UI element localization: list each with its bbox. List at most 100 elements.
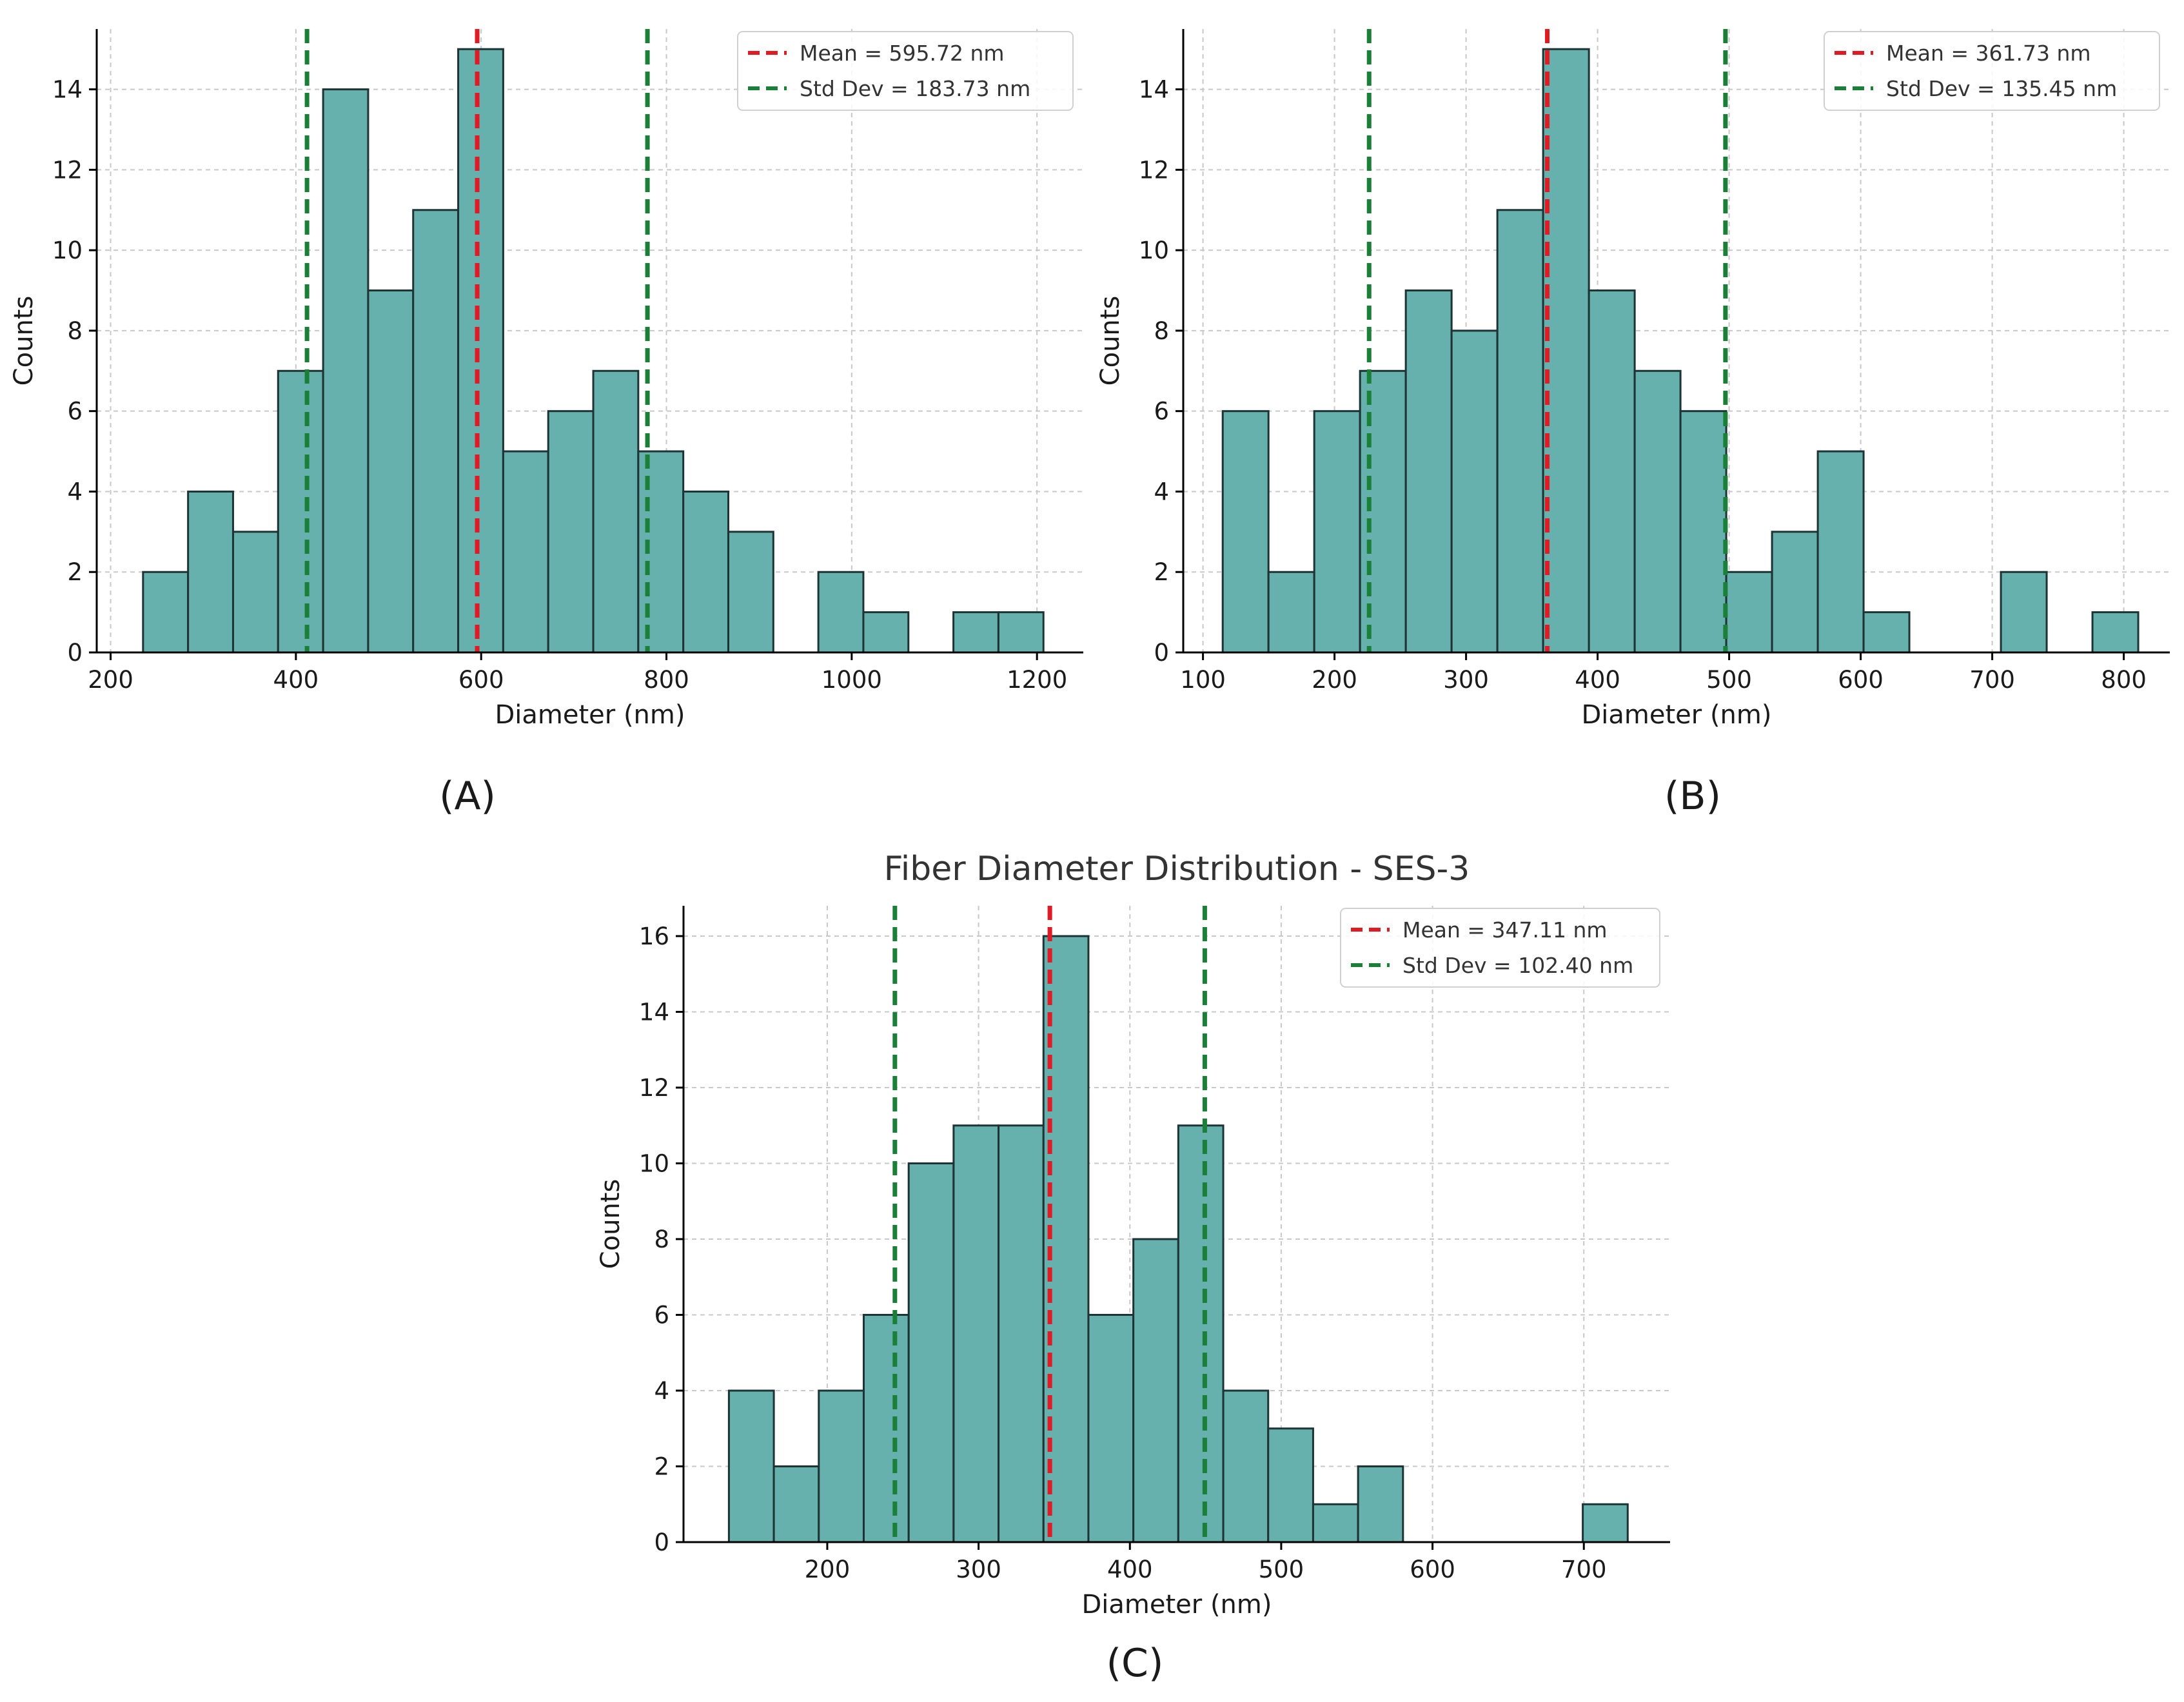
x-tick-label: 300 — [1443, 666, 1489, 694]
y-tick-label: 8 — [67, 317, 83, 345]
y-tick-label: 2 — [654, 1453, 669, 1481]
legend-mean-label: Mean = 347.11 nm — [1402, 917, 1608, 943]
histogram-bar — [1221, 410, 1270, 654]
x-tick-label: 600 — [1410, 1556, 1455, 1583]
x-tick-label: 200 — [88, 666, 133, 694]
x-tick-label: 500 — [1706, 666, 1752, 694]
histogram-bar — [367, 289, 415, 654]
panel-label: (B) — [1664, 774, 1721, 819]
y-axis-label: Counts — [1096, 296, 1125, 386]
y-tick-label: 6 — [654, 1302, 669, 1329]
x-axis-label: Diameter (nm) — [1582, 700, 1772, 730]
y-tick-label: 14 — [639, 999, 669, 1026]
x-tick-label: 1000 — [821, 666, 882, 694]
histogram-bar — [1222, 1389, 1270, 1543]
histogram-bar — [1404, 289, 1453, 654]
y-tick-label: 4 — [67, 478, 83, 505]
x-tick-label: 400 — [273, 666, 319, 694]
y-tick-label: 14 — [1139, 76, 1169, 104]
y-tick-label: 10 — [52, 237, 83, 264]
histogram-bar — [1177, 1124, 1225, 1543]
y-tick-label: 6 — [1154, 398, 1169, 426]
x-tick-label: 200 — [1312, 666, 1357, 694]
histogram-bar — [1312, 1503, 1359, 1543]
y-axis-label: Counts — [596, 1179, 625, 1269]
y-tick-label: 10 — [639, 1150, 669, 1178]
panel-b: 100 200 300 400 500 600 700 800 0 2 4 6 8 10 12 14 Diame… — [1096, 29, 2170, 819]
histogram-bar — [1771, 531, 1819, 654]
histogram-bar — [1582, 1503, 1629, 1543]
histogram-bar — [952, 611, 999, 654]
histogram-bar — [818, 1389, 865, 1543]
histogram-bar — [502, 450, 549, 654]
x-tick-label: 400 — [1107, 1556, 1153, 1583]
histogram-bar — [682, 490, 729, 654]
histogram-bar — [1542, 48, 1590, 654]
legend-std-label: Std Dev = 102.40 nm — [1402, 953, 1633, 978]
x-axis-label: Diameter (nm) — [1082, 1590, 1272, 1619]
histogram-bar — [1679, 410, 1727, 654]
y-tick-label: 12 — [52, 156, 83, 184]
histogram-bar — [187, 490, 234, 654]
histogram-bar — [1087, 1314, 1135, 1543]
histogram-bar — [142, 571, 190, 654]
histogram-bar — [412, 209, 460, 654]
histogram-bar — [1588, 289, 1636, 654]
legend-box — [1824, 31, 2160, 111]
histogram-bar — [1633, 369, 1682, 654]
y-tick-label: 6 — [67, 398, 83, 426]
y-axis-label: Counts — [9, 296, 39, 386]
histogram-bar — [907, 1162, 955, 1543]
histogram-bar — [727, 531, 774, 654]
histogram-bar — [998, 1124, 1045, 1543]
x-tick-label: 800 — [644, 666, 689, 694]
x-tick-label: 500 — [1259, 1556, 1304, 1583]
histogram-bar — [592, 369, 640, 654]
histogram-bar — [277, 369, 324, 654]
histogram-bar — [637, 450, 685, 654]
histogram-bar — [1725, 571, 1773, 654]
x-tick-label: 1200 — [1007, 666, 1067, 694]
y-tick-label: 0 — [67, 639, 83, 667]
histogram-bar — [547, 410, 595, 654]
legend-std-label: Std Dev = 183.73 nm — [800, 76, 1030, 101]
histogram-bar — [322, 88, 369, 654]
legend-mean-label: Mean = 595.72 nm — [800, 41, 1005, 66]
x-tick-label: 300 — [956, 1556, 1001, 1583]
histogram-bar — [772, 1465, 820, 1543]
y-tick-label: 12 — [639, 1074, 669, 1102]
legend-mean-label: Mean = 361.73 nm — [1886, 41, 2091, 66]
x-tick-label: 800 — [2101, 666, 2147, 694]
y-tick-label: 12 — [1139, 156, 1169, 184]
y-tick-label: 2 — [1154, 558, 1169, 586]
y-tick-label: 4 — [654, 1377, 669, 1405]
histogram-bar — [2000, 571, 2048, 654]
histogram-bar — [1450, 329, 1499, 654]
histogram-bar — [457, 48, 504, 654]
histogram-bar — [862, 611, 910, 654]
histogram-bar — [231, 531, 279, 654]
histogram-bar — [727, 1389, 775, 1543]
legend-box — [737, 31, 1074, 111]
panel-label: (A) — [439, 774, 496, 819]
histogram-bar — [1267, 571, 1315, 654]
x-tick-label: 700 — [1561, 1556, 1607, 1583]
x-tick-label: 700 — [1969, 666, 2015, 694]
histogram-bar — [1496, 209, 1544, 654]
x-tick-label: 400 — [1575, 666, 1620, 694]
x-tick-label: 200 — [805, 1556, 851, 1583]
panel-label: (C) — [1107, 1641, 1164, 1686]
y-tick-label: 0 — [1154, 639, 1169, 667]
histogram-bar — [862, 1314, 910, 1543]
histogram-bar — [1862, 611, 1911, 654]
y-tick-label: 10 — [1139, 237, 1169, 264]
y-tick-label: 8 — [654, 1226, 669, 1253]
y-tick-label: 2 — [67, 558, 83, 586]
legend-box — [1340, 908, 1660, 988]
x-tick-label: 600 — [1838, 666, 1884, 694]
y-tick-label: 14 — [52, 76, 83, 104]
histogram-bar — [1357, 1465, 1404, 1543]
histogram-bar — [2091, 611, 2140, 654]
y-tick-label: 16 — [639, 923, 669, 950]
